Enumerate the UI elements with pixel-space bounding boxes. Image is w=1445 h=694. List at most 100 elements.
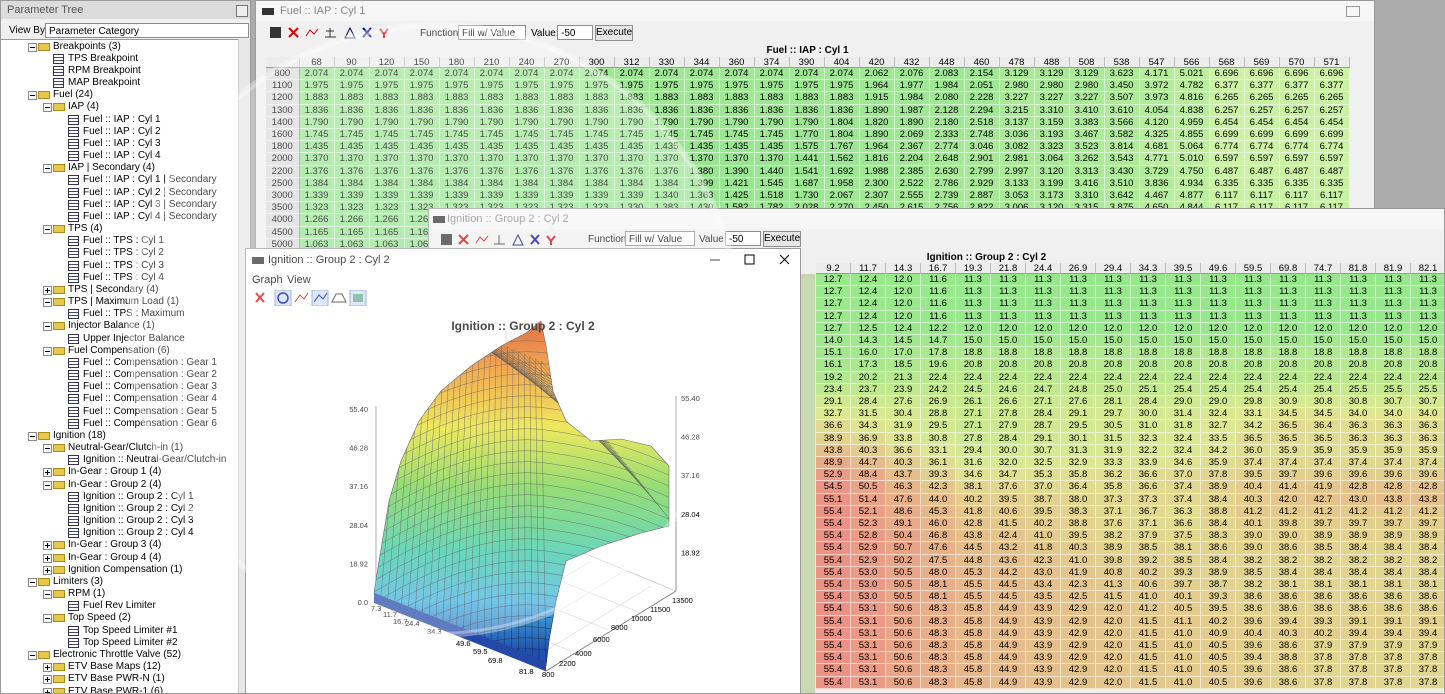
table-cell[interactable]: 31.4 (1166, 408, 1201, 421)
table-cell[interactable]: 6.597 (1314, 153, 1350, 166)
panel-close[interactable] (236, 5, 248, 17)
table-cell[interactable]: 1.790 (369, 116, 405, 129)
table-cell[interactable]: 24.2 (921, 383, 956, 396)
tree-item[interactable]: Fuel :: IAP : Cyl 3 | Secondary (83, 198, 217, 210)
expander[interactable] (43, 565, 52, 575)
table-cell[interactable]: 42.9 (1061, 676, 1096, 689)
table-cell[interactable]: 1.440 (754, 165, 790, 178)
table-cell[interactable]: 11.3 (1306, 310, 1341, 323)
table-cell[interactable]: 11.3 (1201, 310, 1236, 323)
table-cell[interactable]: 24.5 (956, 383, 991, 396)
table-cell[interactable]: 11.3 (991, 274, 1026, 287)
table-cell[interactable]: 1.975 (614, 80, 650, 93)
table-cell[interactable]: 2.074 (404, 68, 440, 81)
table-cell[interactable]: 2.228 (964, 92, 1000, 105)
table-cell[interactable]: 2.204 (894, 153, 930, 166)
table-cell[interactable]: 11.3 (991, 298, 1026, 311)
table-cell[interactable]: 3.193 (1034, 129, 1070, 142)
table-cell[interactable]: 1.435 (754, 141, 790, 154)
expander[interactable] (43, 553, 52, 563)
table-cell[interactable]: 11.3 (1026, 274, 1061, 287)
table-cell[interactable]: 50.2 (886, 554, 921, 567)
table-cell[interactable]: 6.696 (1244, 68, 1280, 81)
table-cell[interactable]: 15.0 (1096, 335, 1131, 348)
table-cell[interactable]: 38.6 (1411, 603, 1444, 616)
table-cell[interactable]: 39.0 (1236, 542, 1271, 555)
table-cell[interactable]: 55.1 (816, 493, 851, 506)
table-cell[interactable]: 11.3 (956, 274, 991, 287)
table-cell[interactable]: 6.265 (1279, 92, 1315, 105)
table-cell[interactable]: 42.9 (1061, 603, 1096, 616)
table-cell[interactable]: 11.3 (1271, 310, 1306, 323)
table-cell[interactable]: 53.1 (851, 615, 886, 628)
tree-item[interactable]: IAP (4) (68, 101, 99, 113)
table-cell[interactable]: 2.997 (999, 165, 1035, 178)
table-cell[interactable]: 38.8 (1271, 652, 1306, 665)
table-cell[interactable]: 17.8 (921, 347, 956, 360)
table-cell[interactable]: 11.3 (1201, 274, 1236, 287)
table-cell[interactable]: 15.0 (1201, 335, 1236, 348)
table-cell[interactable]: 1.384 (334, 177, 370, 190)
table-cell[interactable]: 42.9 (1061, 615, 1096, 628)
table-cell[interactable]: 29.1 (816, 396, 851, 409)
table-cell[interactable]: 39.6 (1236, 664, 1271, 677)
table-cell[interactable]: 28.1 (1096, 396, 1131, 409)
table-cell[interactable]: 43.9 (1026, 615, 1061, 628)
expander[interactable] (43, 590, 52, 600)
table-cell[interactable]: 1.770 (789, 129, 825, 142)
table-cell[interactable]: 4.681 (1139, 141, 1175, 154)
table-cell[interactable]: 38.6 (1271, 591, 1306, 604)
table-cell[interactable]: 11.3 (1411, 298, 1444, 311)
table-cell[interactable]: 11.3 (1271, 286, 1306, 299)
table-cell[interactable]: 11.3 (1411, 310, 1444, 323)
table-cell[interactable]: 1.836 (544, 104, 580, 117)
table-cell[interactable]: 22.4 (1376, 371, 1411, 384)
table-cell[interactable]: 55.4 (816, 591, 851, 604)
table-cell[interactable]: 35.9 (1271, 444, 1306, 457)
table-cell[interactable]: 3.623 (1104, 68, 1140, 81)
table-cell[interactable]: 6.335 (1244, 177, 1280, 190)
table-cell[interactable]: 44.8 (956, 554, 991, 567)
table-cell[interactable]: 11.6 (921, 310, 956, 323)
table-cell[interactable]: 43.9 (1026, 676, 1061, 689)
table-cell[interactable]: 1.883 (649, 92, 685, 105)
table-cell[interactable]: 45.3 (921, 505, 956, 518)
table-cell[interactable]: 43.8 (956, 530, 991, 543)
expander[interactable] (43, 541, 52, 551)
table-cell[interactable]: 1.363 (684, 190, 720, 203)
table-cell[interactable]: 55.4 (816, 627, 851, 640)
table-cell[interactable]: 1.790 (474, 116, 510, 129)
table-cell[interactable]: 1.384 (474, 177, 510, 190)
table-cell[interactable]: 30.9 (1271, 396, 1306, 409)
table-cell[interactable]: 41.0 (1166, 640, 1201, 653)
table-cell[interactable]: 6.377 (1244, 80, 1280, 93)
table-cell[interactable]: 2.739 (929, 190, 965, 203)
table-cell[interactable]: 41.5 (1096, 591, 1131, 604)
table-cell[interactable]: 1.266 (369, 214, 405, 227)
table-cell[interactable]: 12.0 (1411, 322, 1444, 335)
table-cell[interactable]: 38.8 (1201, 505, 1236, 518)
table-cell[interactable]: 6.597 (1209, 153, 1245, 166)
tree-item[interactable]: TPS | Secondary (4) (68, 283, 159, 295)
table-cell[interactable]: 41.0 (1166, 627, 1201, 640)
table-cell[interactable]: 40.1 (1236, 518, 1271, 531)
table-cell[interactable]: 1.790 (754, 116, 790, 129)
table-cell[interactable]: 52.1 (851, 505, 886, 518)
expander[interactable] (43, 285, 52, 295)
table-cell[interactable]: 45.3 (956, 566, 991, 579)
table-cell[interactable]: 1.975 (649, 80, 685, 93)
table-cell[interactable]: 1.730 (789, 190, 825, 203)
table-cell[interactable]: 11.3 (1376, 298, 1411, 311)
table-cell[interactable]: 6.696 (1209, 68, 1245, 81)
tree-item[interactable]: Upper Injector Balance (83, 332, 185, 344)
table-cell[interactable]: 6.699 (1209, 129, 1245, 142)
table-cell[interactable]: 11.6 (921, 298, 956, 311)
table-cell[interactable]: 3.729 (1139, 165, 1175, 178)
table-cell[interactable]: 1.883 (789, 92, 825, 105)
table-cell[interactable]: 45.8 (956, 676, 991, 689)
table-cell[interactable]: 1.435 (544, 141, 580, 154)
table-cell[interactable]: 11.3 (1201, 298, 1236, 311)
table-cell[interactable]: 33.1 (921, 444, 956, 457)
table-cell[interactable]: 15.1 (816, 347, 851, 360)
table-cell[interactable]: 2.128 (929, 104, 965, 117)
